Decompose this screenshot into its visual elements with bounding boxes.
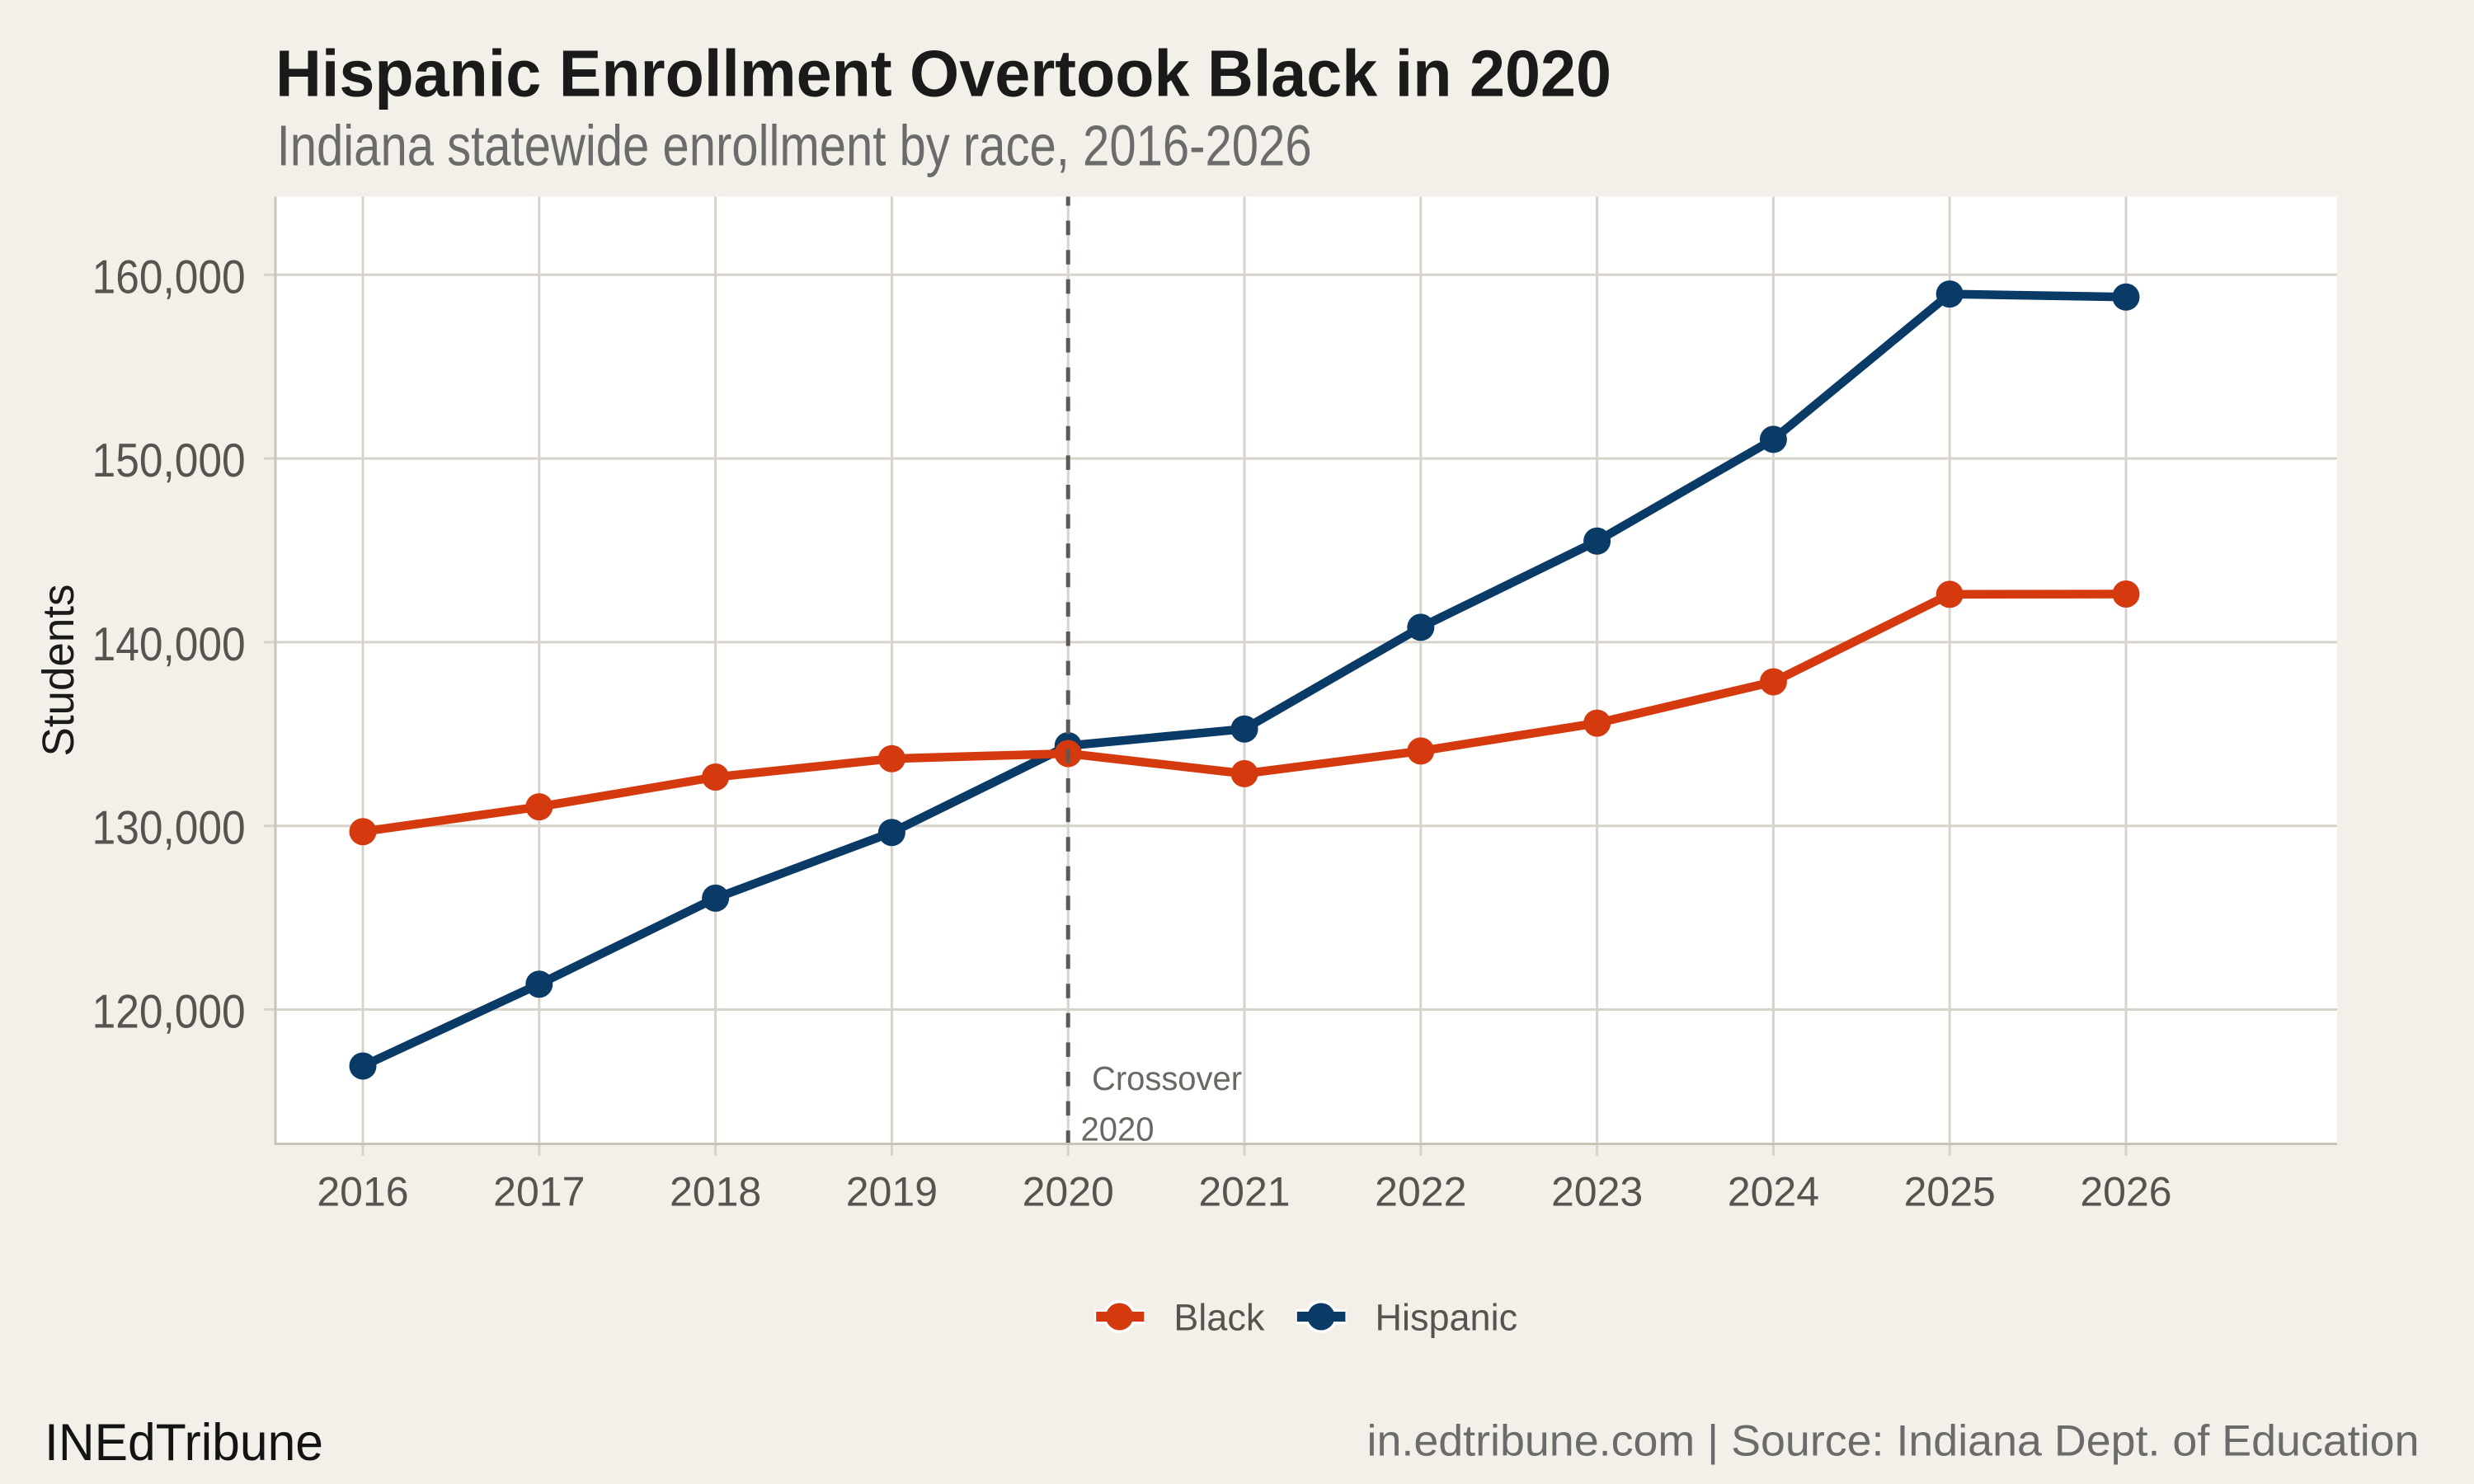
svg-text:Hispanic: Hispanic — [1376, 1297, 1518, 1339]
svg-text:160,000: 160,000 — [92, 251, 246, 303]
svg-text:Indiana statewide enrollment b: Indiana statewide enrollment by race, 20… — [277, 113, 1312, 177]
svg-text:in.edtribune.com | Source: Ind: in.edtribune.com | Source: Indiana Dept.… — [1367, 1417, 2420, 1466]
svg-text:120,000: 120,000 — [92, 986, 246, 1039]
svg-text:2017: 2017 — [493, 1169, 585, 1215]
svg-text:Crossover: Crossover — [1092, 1059, 1242, 1097]
svg-text:2026: 2026 — [2080, 1169, 2171, 1215]
svg-text:150,000: 150,000 — [92, 434, 246, 487]
svg-text:2016: 2016 — [317, 1169, 408, 1215]
svg-text:Black: Black — [1174, 1297, 1265, 1339]
svg-text:2021: 2021 — [1198, 1169, 1290, 1215]
svg-text:2020: 2020 — [1081, 1111, 1155, 1148]
svg-text:140,000: 140,000 — [92, 618, 246, 671]
svg-text:130,000: 130,000 — [92, 802, 246, 855]
svg-text:Students: Students — [34, 585, 83, 757]
svg-text:2023: 2023 — [1551, 1169, 1643, 1215]
svg-text:2020: 2020 — [1023, 1169, 1114, 1215]
svg-text:2018: 2018 — [670, 1169, 761, 1215]
svg-text:2022: 2022 — [1375, 1169, 1466, 1215]
svg-text:INEdTribune: INEdTribune — [45, 1414, 323, 1472]
svg-text:2019: 2019 — [846, 1169, 938, 1215]
svg-text:Hispanic Enrollment Overtook B: Hispanic Enrollment Overtook Black in 20… — [275, 37, 1611, 110]
svg-text:2025: 2025 — [1904, 1169, 1996, 1215]
svg-text:2024: 2024 — [1728, 1169, 1819, 1215]
